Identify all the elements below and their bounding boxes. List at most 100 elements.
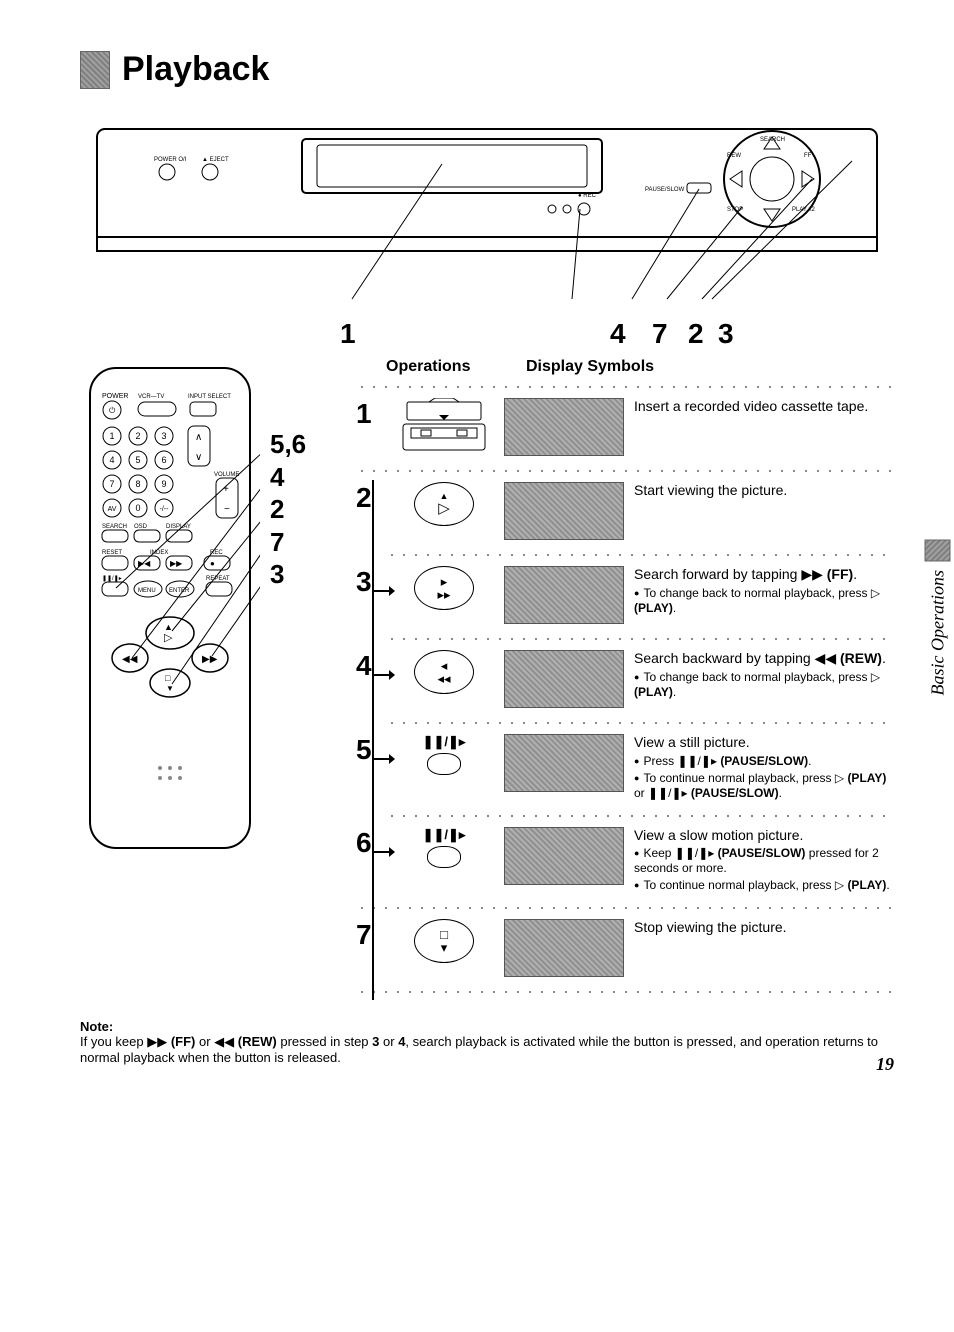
display-symbol-icon [504,650,624,708]
callout-3: 3 [718,318,734,350]
operation-icon: ❚❚/❚▸ [394,827,494,868]
steps-list: 1 Insert a recorded video cassette tape.… [356,380,894,995]
svg-text:7: 7 [109,479,114,489]
svg-text:POWER: POWER [102,393,128,400]
vcr-callout-numbers: 1 4 7 2 3 [340,318,894,350]
step-description: View a still picture.Press ❚❚/❚▸ (PAUSE/… [634,734,894,801]
title-ornament-icon [80,51,110,89]
display-symbol-icon [504,827,624,885]
svg-text:8: 8 [135,479,140,489]
callout-2: 2 [688,318,718,350]
svg-text:▼: ▼ [166,684,174,693]
svg-text:REPEAT: REPEAT [206,576,230,582]
svg-text:4: 4 [109,455,114,465]
svg-text:▲: ▲ [164,622,173,632]
svg-text:INPUT SELECT: INPUT SELECT [188,394,231,400]
svg-text:6: 6 [161,455,166,465]
step-number: 6 [356,827,384,859]
svg-text:● REC: ● REC [578,193,597,199]
svg-text:INDEX: INDEX [150,550,168,556]
operation-icon: □▾ [394,919,494,963]
svg-text:MENU: MENU [138,588,156,594]
step-number: 5 [356,734,384,766]
step-number: 1 [356,398,384,430]
header-operations: Operations [386,358,506,376]
svg-text:∨: ∨ [195,452,202,463]
svg-text:SEARCH: SEARCH [102,524,127,530]
step-5: 5 ❚❚/❚▸ View a still picture.Press ❚❚/❚▸… [356,728,894,807]
remote-callout-2: 2 [270,493,306,526]
callout-7: 7 [652,318,688,350]
svg-text:-/--: -/-- [160,506,170,513]
operation-icon: ❚❚/❚▸ [394,734,494,775]
remote-callout-7: 7 [270,526,306,559]
step-1: 1 Insert a recorded video cassette tape. [356,392,894,462]
svg-text:1: 1 [109,431,114,441]
remote-callout-3: 3 [270,558,306,591]
svg-text:●: ● [210,559,215,568]
svg-text:3: 3 [161,431,166,441]
display-symbol-icon [504,398,624,456]
svg-text:▶▶: ▶▶ [202,654,218,665]
step-description: Search forward by tapping ▶▶ (FF).To cha… [634,566,894,616]
remote-illustration: POWER ⏻ VCR—TV INPUT SELECT 1 2 3 4 5 6 … [80,358,260,858]
svg-text:POWER O/I: POWER O/I [154,157,187,163]
svg-text:SEARCH: SEARCH [760,137,785,143]
step-number: 7 [356,919,384,951]
step-description: Insert a recorded video cassette tape. [634,398,894,416]
callout-1: 1 [340,318,410,350]
svg-text:REW: REW [727,153,741,159]
page-number: 19 [876,1054,894,1075]
side-tab-label: Basic Operations [927,570,948,696]
svg-text:⏻: ⏻ [109,406,116,415]
svg-text:−: − [224,504,230,515]
svg-text:◀◀: ◀◀ [122,654,138,665]
display-symbol-icon [504,919,624,977]
svg-text:□: □ [165,673,171,683]
display-symbol-icon [504,482,624,540]
step-2: 2 ▲▷ Start viewing the picture. [356,476,894,546]
note-heading: Note: [80,1019,113,1034]
step-description: Stop viewing the picture. [634,919,894,937]
step-description: View a slow motion picture.Keep ❚❚/❚▸ (P… [634,827,894,894]
side-tab: Basic Operations [924,540,950,696]
svg-text:DISPLAY: DISPLAY [166,524,191,530]
svg-text:9: 9 [161,479,166,489]
display-symbol-icon [504,734,624,792]
svg-text:ENTER: ENTER [169,588,190,594]
step-6: 6 ❚❚/❚▸ View a slow motion picture.Keep … [356,821,894,900]
svg-text:▶▶: ▶▶ [170,559,183,568]
step-number: 4 [356,650,384,682]
step-3: 3 ▸▸▸ Search forward by tapping ▶▶ (FF).… [356,560,894,630]
operation-icon: ◂◂◂ [394,650,494,694]
svg-text:▷: ▷ [164,632,173,644]
side-tab-icon [924,540,950,562]
vcr-illustration: POWER O/I ▲ EJECT ● REC SEARCH REW FF PA… [92,109,882,314]
title-row: Playback [80,50,894,89]
svg-text:▲ EJECT: ▲ EJECT [202,157,229,163]
svg-text:FF: FF [804,153,812,159]
svg-text:∧: ∧ [195,432,202,443]
svg-text:❚❚/❚▸: ❚❚/❚▸ [102,575,122,582]
remote-callout-numbers: 5,6 4 2 7 3 [270,428,306,591]
svg-text:2: 2 [135,431,140,441]
svg-text:VCR—TV: VCR—TV [138,394,164,400]
operation-icon: ▲▷ [394,482,494,526]
svg-text:RESET: RESET [102,550,122,556]
header-display-symbols: Display Symbols [526,358,654,376]
svg-text:▶◀: ▶◀ [138,559,151,568]
svg-text:OSD: OSD [134,524,148,530]
step-number: 2 [356,482,384,514]
note-body: If you keep ▶▶ (FF) or ◀◀ (REW) pressed … [80,1034,878,1065]
page-title: Playback [122,50,269,89]
step-number: 3 [356,566,384,598]
remote-callout-4: 4 [270,461,306,494]
display-symbol-icon [504,566,624,624]
step-description: Search backward by tapping ◀◀ (REW).To c… [634,650,894,700]
note-block: Note: If you keep ▶▶ (FF) or ◀◀ (REW) pr… [80,1019,894,1065]
remote-callout-56: 5,6 [270,428,306,461]
step-description: Start viewing the picture. [634,482,894,500]
column-headers: Operations Display Symbols [356,358,894,376]
operation-icon [394,398,494,454]
step-7: 7 □▾ Stop viewing the picture. [356,913,894,983]
